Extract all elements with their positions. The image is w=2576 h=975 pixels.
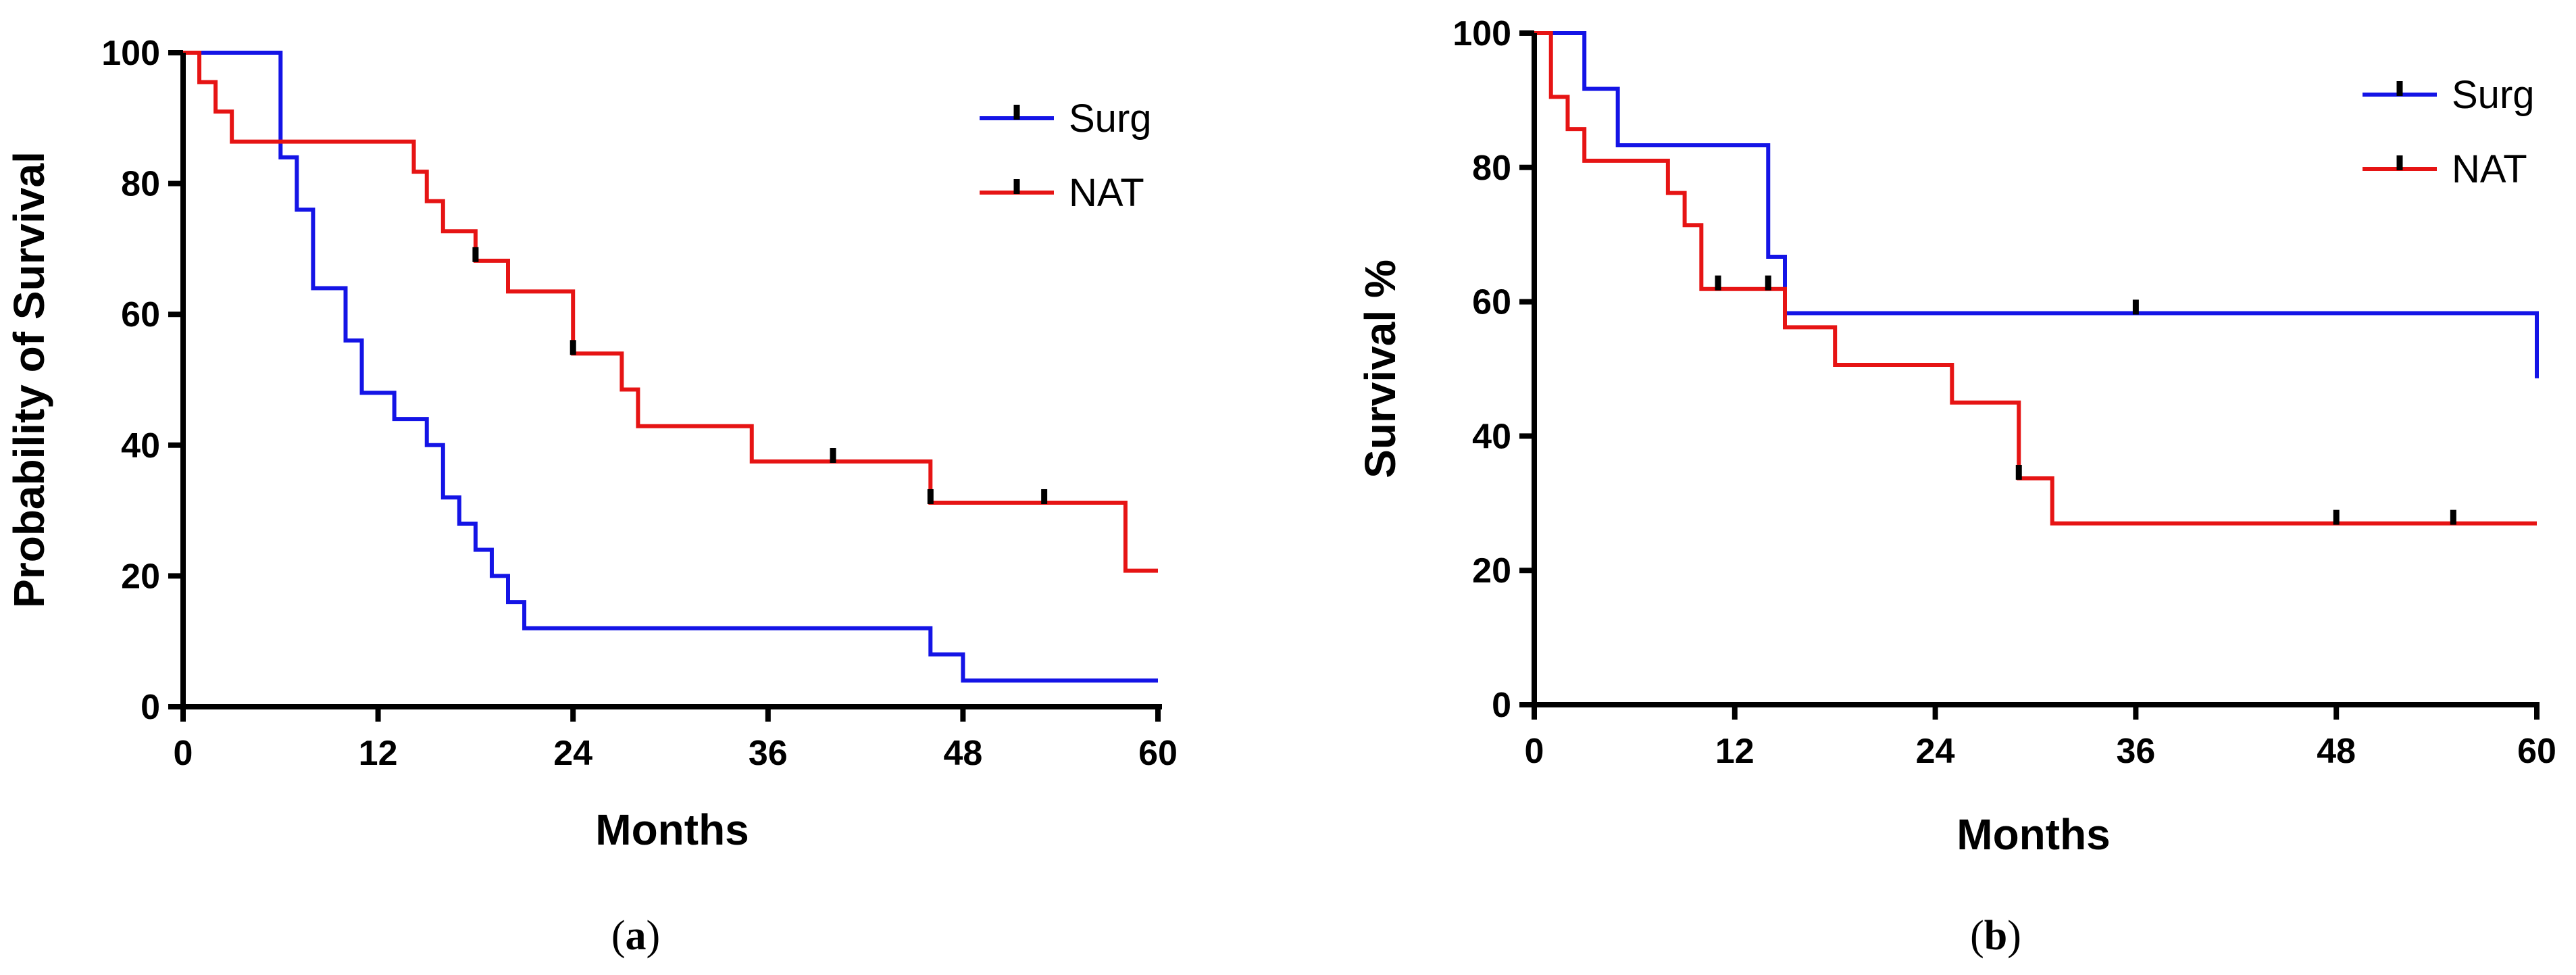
panel-b-y-tick-label: 40	[1472, 417, 1511, 456]
panel-a-curve-nat	[183, 51, 1158, 573]
panel-a-legend-label-surg: Surg	[1069, 97, 1152, 141]
panel-a-legend-label-nat: NAT	[1069, 171, 1144, 215]
panel-b-legend-label-nat: NAT	[2452, 147, 2527, 191]
panel-a: 0 20 40 60 80 100 0 12 24 36 48 60 Months Probabil…	[5, 34, 1178, 959]
panel-b-x-tick-label: 60	[2517, 732, 2556, 771]
panel-b-y-tick-label: 20	[1472, 551, 1511, 591]
panel-a-caption: (a)	[611, 913, 660, 959]
panel-a-y-tick-label: 80	[121, 165, 160, 204]
panel-a-x-ticks: 0 12 24 36 48 60	[174, 707, 1178, 773]
panel-a-y-tick-label: 60	[121, 295, 160, 334]
panel-a-y-tick-label: 40	[121, 426, 160, 466]
panel-a-y-ticks: 0 20 40 60 80 100	[101, 34, 183, 727]
panel-b-y-tick-label: 0	[1492, 686, 1511, 725]
panel-b-y-ticks: 0 20 40 60 80 100	[1453, 14, 1534, 725]
panel-b-censor-marks	[1715, 275, 2456, 525]
panel-a-x-tick-label: 60	[1138, 734, 1178, 773]
panel-a-x-tick-label: 48	[943, 734, 982, 773]
panel-b-curve-surg	[1534, 31, 2539, 378]
panel-b-x-tick-label: 12	[1715, 732, 1754, 771]
panel-a-y-axis-title: Probability of Survival	[5, 151, 53, 608]
panel-a-x-tick-label: 24	[553, 734, 592, 773]
panel-b-curves	[1534, 31, 2539, 526]
panel-a-x-tick-label: 0	[174, 734, 193, 773]
panel-a-x-tick-label: 12	[359, 734, 398, 773]
panel-b-legend: Surg NAT	[2363, 73, 2535, 191]
panel-a-caption-letter: a	[626, 913, 647, 959]
panel-a-censor-marks	[472, 247, 1048, 504]
panel-b-x-tick-label: 0	[1525, 732, 1544, 771]
panel-b-x-axis-title: Months	[1956, 810, 2111, 859]
panel-a-y-tick-label: 20	[121, 557, 160, 596]
panel-a-legend: Surg NAT	[980, 97, 1152, 215]
panel-b-y-tick-label: 100	[1453, 14, 1511, 53]
panel-a-x-axis-title: Months	[595, 805, 749, 854]
panel-b-caption-letter: b	[1984, 913, 2007, 959]
panel-b-y-tick-label: 60	[1472, 283, 1511, 322]
panel-a-y-tick-label: 100	[101, 34, 160, 73]
panel-a-x-tick-label: 36	[749, 734, 788, 773]
panel-b-x-tick-label: 24	[1916, 732, 1955, 771]
panel-b-y-tick-label: 80	[1472, 149, 1511, 188]
panel-a-y-tick-label: 0	[141, 688, 160, 727]
panel-b-x-ticks: 0 12 24 36 48 60	[1525, 705, 2556, 771]
panel-b-legend-label-surg: Surg	[2452, 73, 2535, 117]
panel-b-x-tick-label: 36	[2116, 732, 2155, 771]
panel-b-x-tick-label: 48	[2317, 732, 2356, 771]
panel-b: 0 20 40 60 80 100 0 12 24 36 48 60 Months Survival…	[1356, 14, 2556, 959]
panel-b-y-axis-title: Survival %	[1356, 259, 1405, 478]
panel-b-caption: (b)	[1970, 913, 2021, 959]
panel-a-curve-surg	[183, 51, 1158, 683]
panel-b-curve-nat	[1534, 31, 2537, 526]
panel-a-curves	[183, 51, 1158, 683]
